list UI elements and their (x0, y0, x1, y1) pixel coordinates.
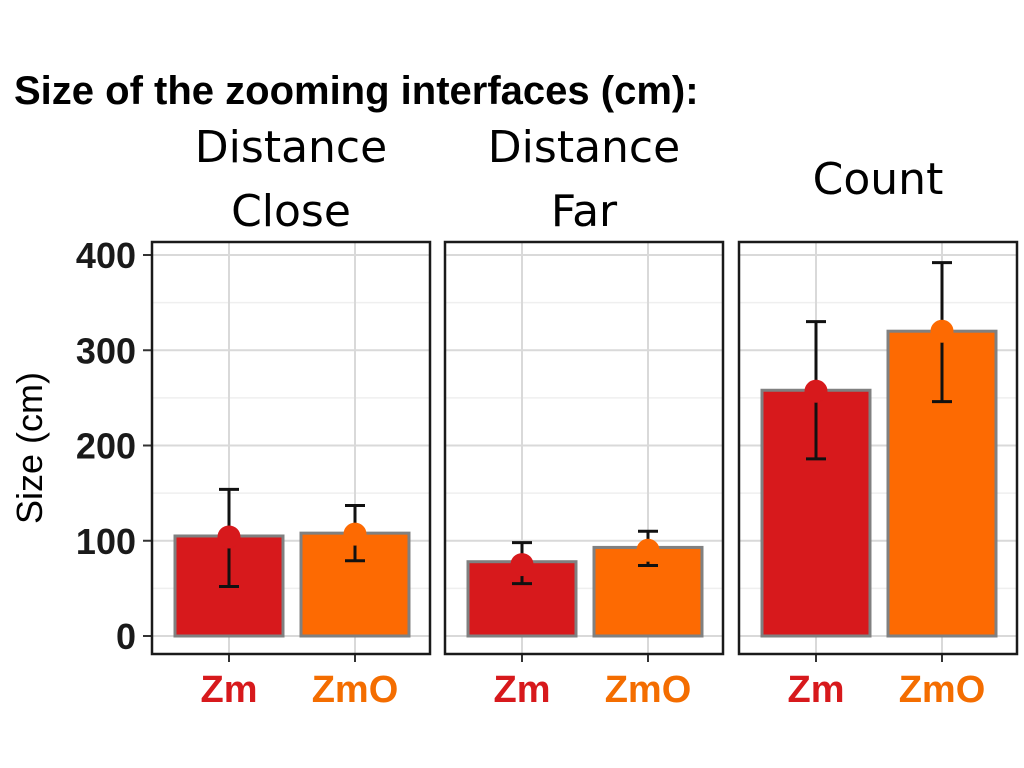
facet-label: Far (551, 186, 618, 237)
mean-point (930, 319, 954, 343)
y-tick-label: 300 (76, 330, 136, 371)
facet-panels: Distance Close Zm ZmO Distance Far Zm ZmO Count Z… (150, 122, 1019, 711)
facet-panel: Distance Close Zm ZmO (150, 122, 432, 711)
panel-border (150, 240, 432, 656)
y-tick-label: 200 (76, 426, 136, 467)
x-tick-label: ZmO (899, 669, 986, 711)
x-tick-label: ZmO (312, 669, 399, 711)
facet-panel: Count Zm ZmO (737, 154, 1019, 711)
mean-point (343, 522, 367, 546)
facet-label: Distance (195, 122, 387, 173)
mean-point (636, 538, 660, 562)
x-tick-label: Zm (788, 669, 845, 711)
y-tick-label: 100 (76, 521, 136, 562)
facet-label: Distance (488, 122, 680, 173)
facet-label: Count (813, 154, 944, 205)
y-axis-label: Size (cm) (9, 372, 50, 524)
x-tick-label: ZmO (605, 669, 692, 711)
panel-border (737, 240, 1019, 656)
mean-point (510, 553, 534, 577)
y-tick-label: 0 (116, 616, 136, 657)
mean-point (804, 379, 828, 403)
chart-title: Size of the zooming interfaces (cm): (14, 69, 699, 113)
y-axis: 0 100 200 300 400 (76, 235, 152, 657)
x-tick-label: Zm (201, 669, 258, 711)
facet-label: Close (231, 186, 351, 237)
mean-point (217, 525, 241, 549)
y-tick-label: 400 (76, 235, 136, 276)
panel-border (443, 240, 725, 656)
facet-panel: Distance Far Zm ZmO (443, 122, 725, 711)
x-tick-label: Zm (494, 669, 551, 711)
